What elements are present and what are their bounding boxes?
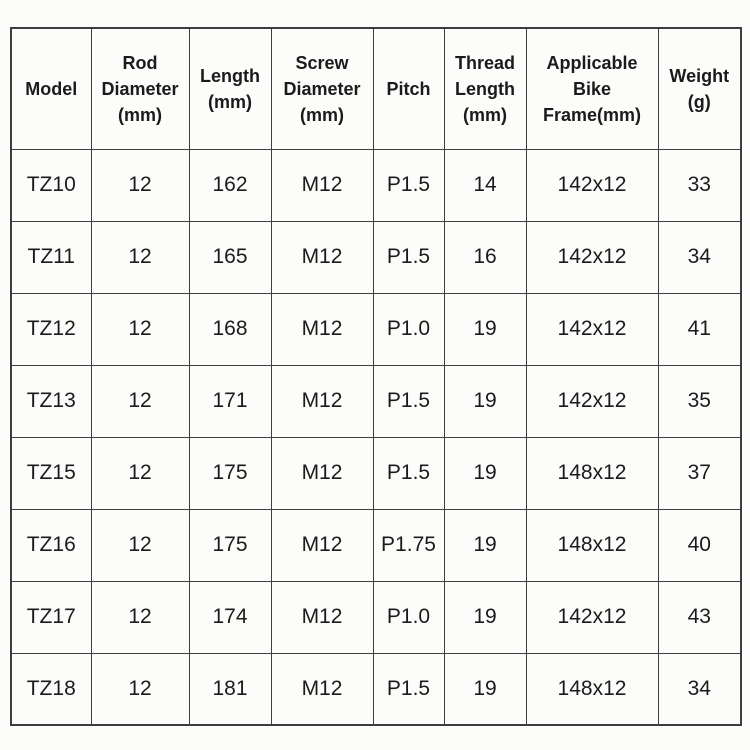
cell-screw-diameter: M12 [270,580,374,654]
cell-length: 168 [188,292,272,366]
cell-model: TZ16 [10,508,92,582]
cell-screw-diameter: M12 [270,436,374,510]
cell-bike-frame: 142x12 [525,220,659,294]
cell-rod-diameter: 12 [90,364,190,438]
cell-weight: 40 [657,508,742,582]
cell-model: TZ15 [10,436,92,510]
cell-model: TZ18 [10,652,92,726]
cell-length: 162 [188,148,272,222]
cell-weight: 33 [657,148,742,222]
cell-weight: 34 [657,220,742,294]
cell-screw-diameter: M12 [270,364,374,438]
table-row-tz12: TZ12 12 168 M12 P1.0 19 142x12 41 [10,292,742,366]
cell-pitch: P1.5 [372,436,445,510]
table-row-tz10: TZ10 12 162 M12 P1.5 14 142x12 33 [10,148,742,222]
cell-bike-frame: 148x12 [525,508,659,582]
cell-thread-length: 19 [443,580,527,654]
cell-model: TZ17 [10,580,92,654]
column-header-thread-length: Thread Length (mm) [443,27,527,150]
column-header-length: Length (mm) [188,27,272,150]
cell-model: TZ12 [10,292,92,366]
cell-weight: 43 [657,580,742,654]
cell-pitch: P1.5 [372,148,445,222]
cell-pitch: P1.5 [372,364,445,438]
cell-thread-length: 19 [443,292,527,366]
cell-rod-diameter: 12 [90,652,190,726]
cell-model: TZ13 [10,364,92,438]
cell-pitch: P1.0 [372,292,445,366]
cell-weight: 34 [657,652,742,726]
cell-thread-length: 16 [443,220,527,294]
cell-screw-diameter: M12 [270,292,374,366]
cell-screw-diameter: M12 [270,508,374,582]
cell-length: 171 [188,364,272,438]
table-row-tz13: TZ13 12 171 M12 P1.5 19 142x12 35 [10,364,742,438]
table-body: TZ10 12 162 M12 P1.5 14 142x12 33 TZ11 1… [10,148,742,726]
cell-bike-frame: 142x12 [525,148,659,222]
cell-thread-length: 14 [443,148,527,222]
cell-rod-diameter: 12 [90,220,190,294]
table-row-tz16: TZ16 12 175 M12 P1.75 19 148x12 40 [10,508,742,582]
table-row-tz18: TZ18 12 181 M12 P1.5 19 148x12 34 [10,652,742,726]
cell-thread-length: 19 [443,436,527,510]
column-header-applicable-bike-frame: Applicable Bike Frame(mm) [525,27,659,150]
cell-rod-diameter: 12 [90,436,190,510]
header-row: Model Rod Diameter (mm) Length (mm) Scre… [10,27,742,150]
cell-pitch: P1.0 [372,580,445,654]
spec-table: Model Rod Diameter (mm) Length (mm) Scre… [10,27,742,726]
column-header-rod-diameter: Rod Diameter (mm) [90,27,190,150]
cell-thread-length: 19 [443,508,527,582]
column-header-model: Model [10,27,92,150]
cell-bike-frame: 142x12 [525,580,659,654]
cell-bike-frame: 148x12 [525,436,659,510]
cell-thread-length: 19 [443,364,527,438]
table-header: Model Rod Diameter (mm) Length (mm) Scre… [10,27,742,150]
cell-bike-frame: 142x12 [525,364,659,438]
cell-length: 165 [188,220,272,294]
cell-rod-diameter: 12 [90,508,190,582]
cell-model: TZ10 [10,148,92,222]
table-row-tz11: TZ11 12 165 M12 P1.5 16 142x12 34 [10,220,742,294]
cell-thread-length: 19 [443,652,527,726]
cell-length: 175 [188,436,272,510]
cell-length: 174 [188,580,272,654]
column-header-weight: Weight (g) [657,27,742,150]
cell-pitch: P1.5 [372,652,445,726]
column-header-pitch: Pitch [372,27,445,150]
spec-table-container: Model Rod Diameter (mm) Length (mm) Scre… [10,27,742,726]
cell-weight: 37 [657,436,742,510]
cell-pitch: P1.75 [372,508,445,582]
cell-bike-frame: 148x12 [525,652,659,726]
cell-model: TZ11 [10,220,92,294]
table-row-tz17: TZ17 12 174 M12 P1.0 19 142x12 43 [10,580,742,654]
cell-pitch: P1.5 [372,220,445,294]
table-row-tz15: TZ15 12 175 M12 P1.5 19 148x12 37 [10,436,742,510]
cell-bike-frame: 142x12 [525,292,659,366]
cell-weight: 35 [657,364,742,438]
cell-rod-diameter: 12 [90,580,190,654]
cell-rod-diameter: 12 [90,292,190,366]
cell-rod-diameter: 12 [90,148,190,222]
cell-length: 175 [188,508,272,582]
cell-screw-diameter: M12 [270,220,374,294]
cell-weight: 41 [657,292,742,366]
cell-screw-diameter: M12 [270,652,374,726]
cell-length: 181 [188,652,272,726]
column-header-screw-diameter: Screw Diameter (mm) [270,27,374,150]
cell-screw-diameter: M12 [270,148,374,222]
